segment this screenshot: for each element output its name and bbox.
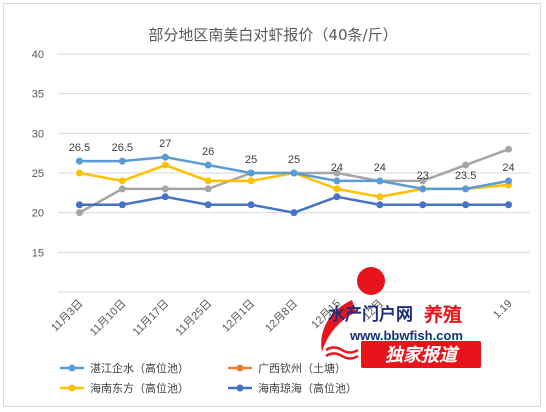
blue-series-point <box>161 153 169 161</box>
watermark-site: 水产门户网 <box>328 304 413 325</box>
grey-series-point <box>161 185 169 193</box>
grey-series-point <box>505 145 513 153</box>
watermark-wave-icon <box>325 346 359 360</box>
blue-series-point <box>204 161 212 169</box>
yellow-series-point <box>247 177 255 185</box>
chart-title: 部分地区南美白对虾报价（40条/斤） <box>148 26 397 44</box>
navy-series-point <box>290 209 298 217</box>
navy-series-point <box>376 201 384 209</box>
legend-swatch-marker <box>68 364 76 372</box>
watermark-swoosh <box>321 300 356 352</box>
grey-series-point <box>333 169 341 177</box>
blue-series-point <box>505 177 513 185</box>
watermark-tag: 独家报道 <box>385 345 460 366</box>
data-label: 26.5 <box>112 142 133 154</box>
blue-series-point <box>376 177 384 185</box>
data-label: 24 <box>502 162 514 174</box>
data-label: 25 <box>288 154 300 166</box>
blue-series-point <box>419 185 427 193</box>
data-label: 24 <box>331 162 343 174</box>
watermark-url: www.bbwfish.com <box>349 328 463 343</box>
legend-entry: 海南琼海（高位池） <box>258 381 357 395</box>
yellow-series-point <box>204 177 212 185</box>
legend-swatch-marker <box>236 364 244 372</box>
x-tick-label: 12月8日 <box>263 298 300 335</box>
data-label: 23 <box>417 170 429 182</box>
watermark: 水产门户网 养殖 www.bbwfish.com 独家报道 <box>321 267 481 368</box>
x-tick-label: 11月3日 <box>49 298 85 334</box>
navy-series-point <box>505 201 513 209</box>
legend-entry: 广西钦州（土塘） <box>258 361 346 375</box>
x-tick-label: 11月10日 <box>88 298 129 339</box>
legend-entry: 湛江企水（高位池） <box>90 361 189 375</box>
y-tick-label: 40 <box>32 49 44 61</box>
blue-series-point <box>247 169 255 177</box>
data-label: 26.5 <box>69 142 90 154</box>
grey-series-point <box>204 185 212 193</box>
x-tick-label: 1.19 <box>491 298 515 322</box>
yellow-series-point <box>376 193 384 201</box>
y-tick-label: 35 <box>32 89 44 101</box>
yellow-series-point <box>333 185 341 193</box>
data-label: 23.5 <box>455 170 476 182</box>
x-tick-label: 11月17日 <box>131 298 172 339</box>
series-lines <box>75 145 513 217</box>
blue-series-point <box>75 157 83 165</box>
navy-series-point <box>333 193 341 201</box>
y-axis-ticks: 15 20 25 30 35 40 <box>32 49 44 259</box>
grid <box>58 53 530 293</box>
blue-series-point <box>333 177 341 185</box>
grey-series-point <box>118 185 126 193</box>
watermark-red-dot <box>357 267 385 295</box>
yellow-series-point <box>118 177 126 185</box>
navy-series-point <box>204 201 212 209</box>
y-tick-label: 15 <box>32 247 44 259</box>
data-labels: 26.5 26.5 27 26 25 25 24 24 23 23.5 24 <box>69 138 515 182</box>
data-label: 27 <box>159 138 171 150</box>
legend-swatch-marker <box>68 384 76 392</box>
legend: 湛江企水（高位池） 广西钦州（土塘） 海南东方（高位池） 海南琼海（高位池） <box>60 361 357 395</box>
data-label: 26 <box>202 146 214 158</box>
blue-series-point <box>118 157 126 165</box>
y-tick-label: 30 <box>32 128 44 140</box>
watermark-tag-box <box>361 341 481 368</box>
blue-series-point <box>462 185 470 193</box>
legend-entry: 海南东方（高位池） <box>90 381 189 395</box>
navy-series-point <box>462 201 470 209</box>
navy-series-point <box>75 201 83 209</box>
grey-series-point <box>462 161 470 169</box>
navy-series-point <box>247 201 255 209</box>
watermark-brand: 养殖 <box>423 303 462 326</box>
navy-series-point <box>161 193 169 201</box>
legend-swatch-marker <box>236 384 244 392</box>
x-tick-label: 12月1日 <box>220 298 257 335</box>
y-tick-label: 25 <box>32 168 44 180</box>
x-tick-label: 11月25日 <box>174 298 215 339</box>
navy-series-point <box>118 201 126 209</box>
data-label: 25 <box>245 154 257 166</box>
yellow-series-point <box>161 161 169 169</box>
data-label: 24 <box>374 162 386 174</box>
yellow-series-point <box>75 169 83 177</box>
y-tick-label: 20 <box>32 208 44 220</box>
grey-series-point <box>419 177 427 185</box>
navy-series-point <box>419 201 427 209</box>
grey-series-point <box>75 209 83 217</box>
blue-series-point <box>290 169 298 177</box>
